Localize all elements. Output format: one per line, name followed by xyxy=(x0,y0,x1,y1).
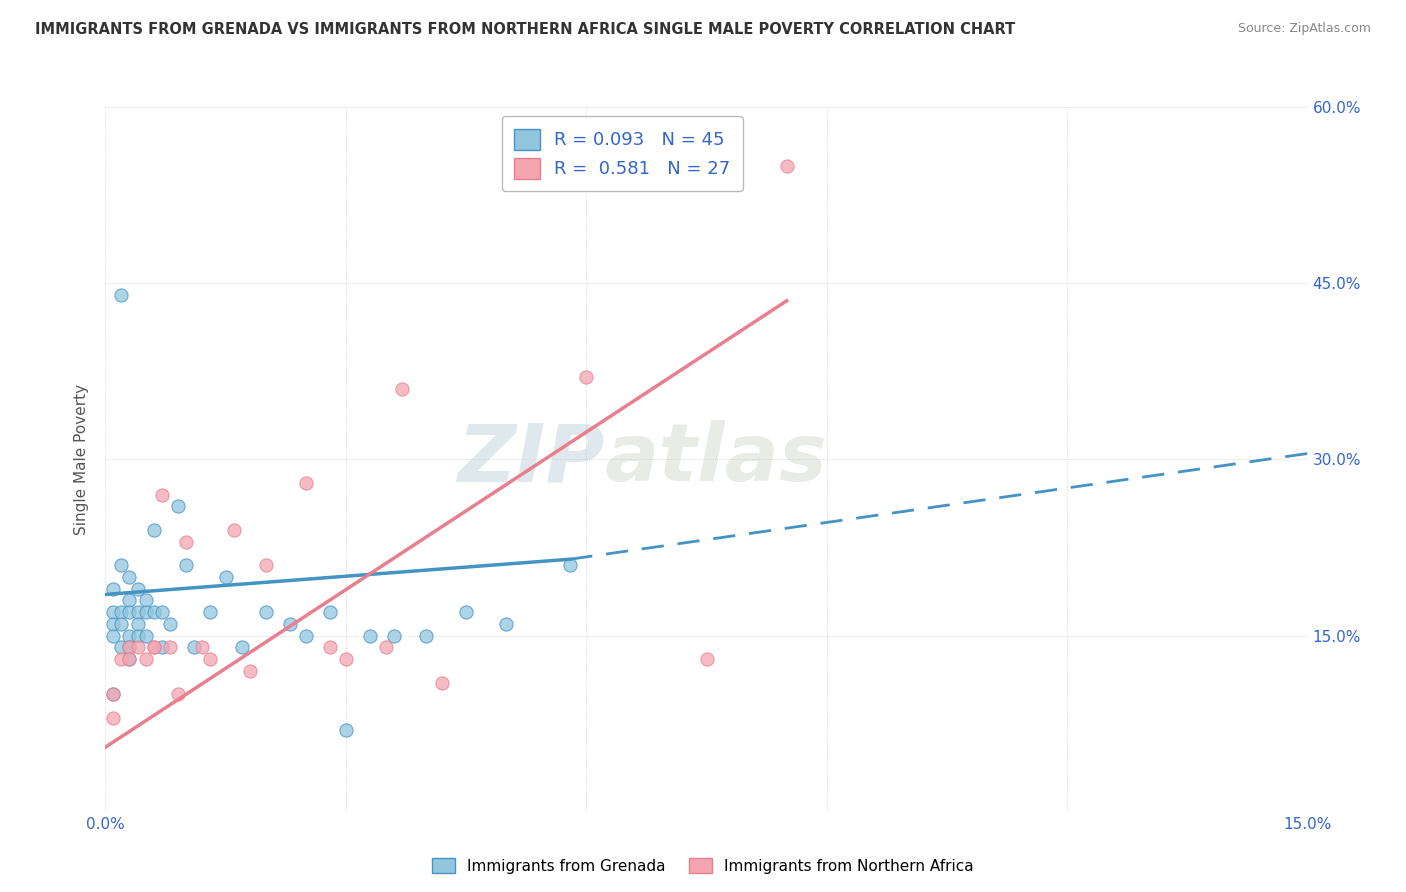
Point xyxy=(110,616,132,631)
Y-axis label: Single Male Poverty: Single Male Poverty xyxy=(75,384,90,535)
Point xyxy=(110,652,132,666)
Point xyxy=(118,628,141,642)
Point xyxy=(335,652,357,666)
Point xyxy=(382,628,405,642)
Point xyxy=(142,640,165,655)
Point xyxy=(127,605,149,619)
Point xyxy=(166,500,188,514)
Point xyxy=(142,640,165,655)
Point xyxy=(103,711,125,725)
Point xyxy=(295,475,318,490)
Point xyxy=(174,558,197,573)
Point xyxy=(118,640,141,655)
Point xyxy=(127,628,149,642)
Point xyxy=(159,640,181,655)
Point xyxy=(159,616,181,631)
Point xyxy=(231,640,253,655)
Point xyxy=(319,640,342,655)
Point xyxy=(174,534,197,549)
Text: Source: ZipAtlas.com: Source: ZipAtlas.com xyxy=(1237,22,1371,36)
Point xyxy=(190,640,212,655)
Legend: R = 0.093   N = 45, R =  0.581   N = 27: R = 0.093 N = 45, R = 0.581 N = 27 xyxy=(502,116,742,191)
Point xyxy=(150,605,173,619)
Point xyxy=(222,523,245,537)
Point xyxy=(118,593,141,607)
Point xyxy=(118,652,141,666)
Point xyxy=(560,558,582,573)
Point xyxy=(415,628,437,642)
Point xyxy=(110,558,132,573)
Point xyxy=(135,628,157,642)
Point xyxy=(319,605,342,619)
Point xyxy=(198,605,221,619)
Point xyxy=(103,605,125,619)
Legend: Immigrants from Grenada, Immigrants from Northern Africa: Immigrants from Grenada, Immigrants from… xyxy=(426,852,980,880)
Text: atlas: atlas xyxy=(605,420,827,499)
Point xyxy=(183,640,205,655)
Point xyxy=(454,605,477,619)
Point xyxy=(118,570,141,584)
Point xyxy=(118,605,141,619)
Point xyxy=(103,616,125,631)
Point xyxy=(150,487,173,501)
Point xyxy=(142,523,165,537)
Point xyxy=(127,616,149,631)
Point xyxy=(575,370,598,384)
Text: IMMIGRANTS FROM GRENADA VS IMMIGRANTS FROM NORTHERN AFRICA SINGLE MALE POVERTY C: IMMIGRANTS FROM GRENADA VS IMMIGRANTS FR… xyxy=(35,22,1015,37)
Point xyxy=(391,382,413,396)
Point xyxy=(118,652,141,666)
Point xyxy=(135,652,157,666)
Point xyxy=(142,605,165,619)
Point xyxy=(150,640,173,655)
Point xyxy=(135,605,157,619)
Point xyxy=(335,723,357,737)
Point xyxy=(239,664,262,678)
Point xyxy=(110,640,132,655)
Point xyxy=(359,628,381,642)
Point xyxy=(254,605,277,619)
Point xyxy=(254,558,277,573)
Point xyxy=(776,159,799,173)
Point xyxy=(278,616,301,631)
Point xyxy=(166,687,188,701)
Point xyxy=(374,640,398,655)
Point xyxy=(135,593,157,607)
Point xyxy=(495,616,517,631)
Text: ZIP: ZIP xyxy=(457,420,605,499)
Point xyxy=(103,687,125,701)
Point xyxy=(103,687,125,701)
Point xyxy=(118,640,141,655)
Point xyxy=(198,652,221,666)
Point xyxy=(127,582,149,596)
Point xyxy=(214,570,236,584)
Point xyxy=(103,582,125,596)
Point xyxy=(103,628,125,642)
Point xyxy=(696,652,718,666)
Point xyxy=(110,605,132,619)
Point xyxy=(127,640,149,655)
Point xyxy=(430,675,453,690)
Point xyxy=(295,628,318,642)
Point xyxy=(110,288,132,302)
